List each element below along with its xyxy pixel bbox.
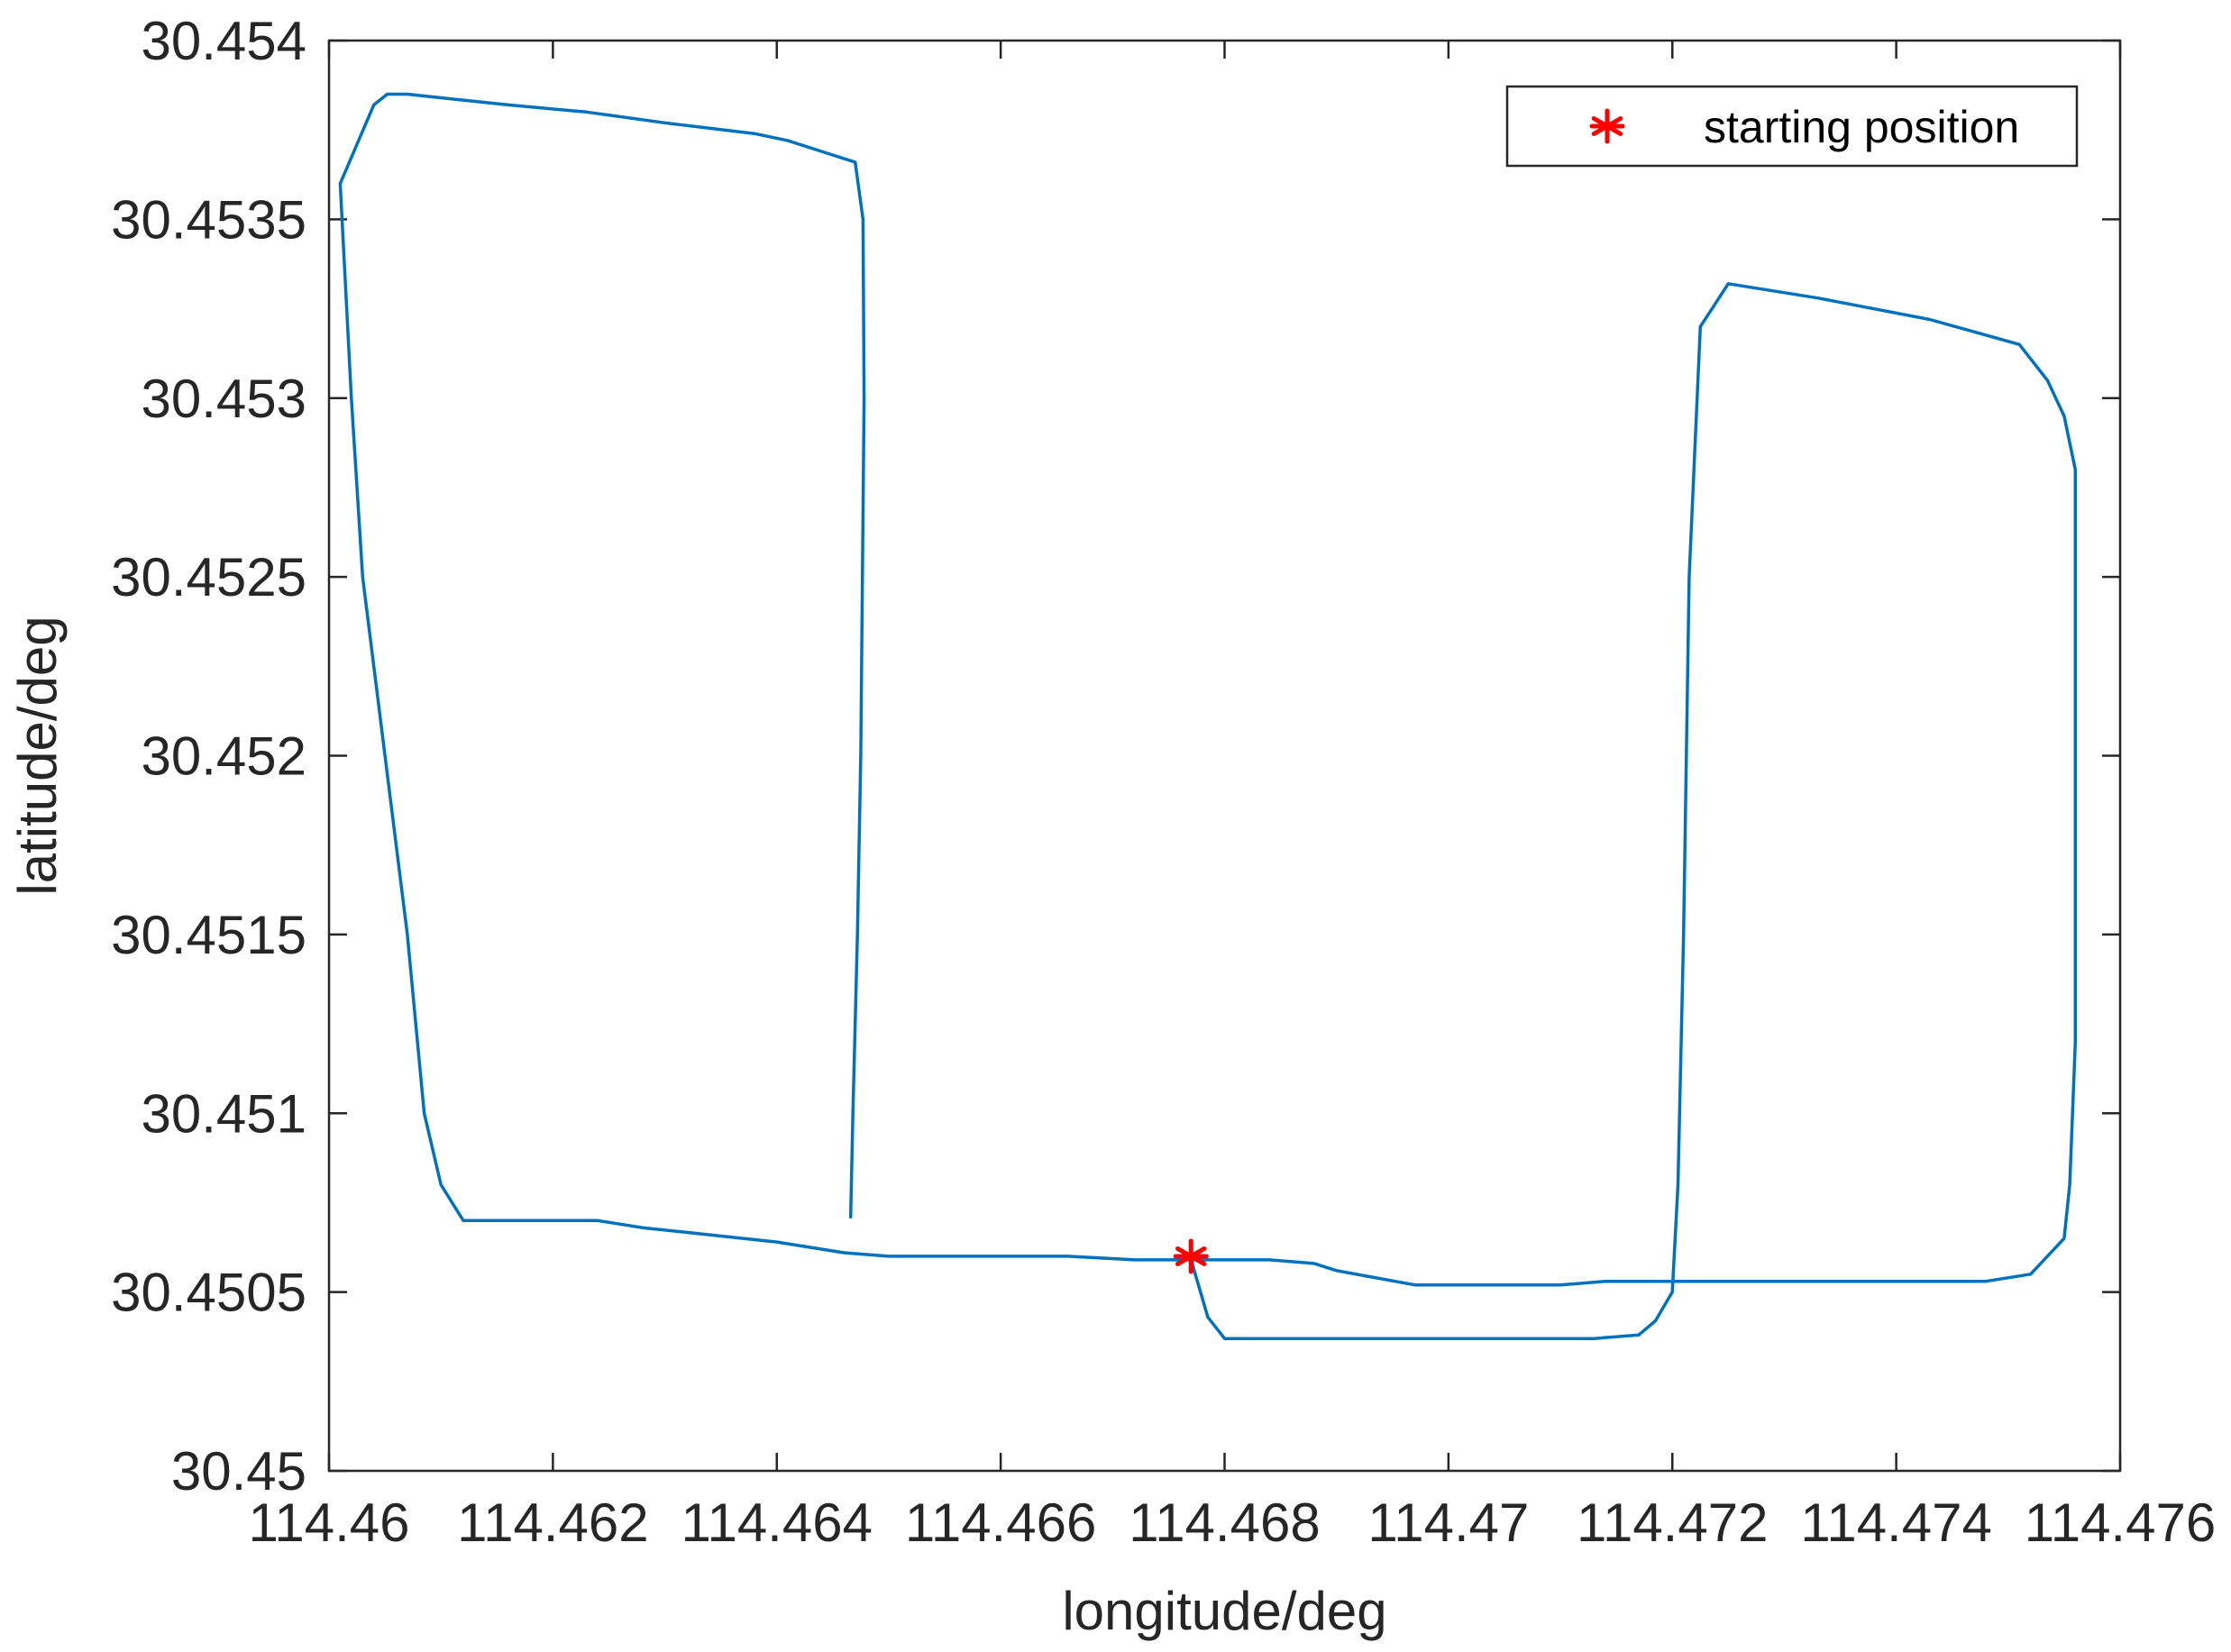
x-tick-label: 114.46: [248, 1492, 409, 1553]
y-tick-label: 30.451: [141, 1083, 306, 1144]
tick-labels: 114.46 114.462 114.464 114.466 114.468 114.47…: [111, 11, 2216, 1553]
y-tick-label: 30.4505: [111, 1263, 306, 1323]
y-tick-label: 30.454: [141, 11, 306, 71]
legend-label-starting-position: starting position: [1704, 102, 2019, 152]
axes-box: [327, 39, 2122, 1473]
y-tick-label: 30.453: [141, 369, 306, 429]
y-tick-label: 30.45: [171, 1441, 306, 1501]
x-tick-label: 114.47: [1367, 1492, 1529, 1553]
y-tick-label: 30.452: [141, 726, 306, 787]
x-tick-label: 114.474: [1800, 1492, 1991, 1553]
x-tick-label: 114.472: [1577, 1492, 1768, 1553]
legend-star-marker: [1589, 108, 1625, 144]
x-tick-label: 114.464: [681, 1492, 873, 1553]
legend-star-icon: [1589, 108, 1625, 144]
trajectory-line: [338, 92, 2078, 1340]
legend: starting position: [1505, 85, 2079, 168]
series: [338, 92, 2078, 1340]
x-axis-label: longitude/deg: [1062, 1581, 1386, 1641]
x-tick-label: 114.476: [2025, 1492, 2216, 1553]
y-tick-label: 30.4515: [111, 905, 306, 965]
x-tick-label: 114.462: [457, 1492, 648, 1553]
x-tick-label: 114.468: [1129, 1492, 1320, 1553]
y-tick-label: 30.4535: [111, 189, 306, 250]
x-tick-label: 114.466: [905, 1492, 1096, 1553]
y-axis-label: latitude/deg: [7, 616, 68, 895]
starting-position-marker: [1173, 1238, 1209, 1274]
y-tick-label: 30.4525: [111, 547, 306, 607]
